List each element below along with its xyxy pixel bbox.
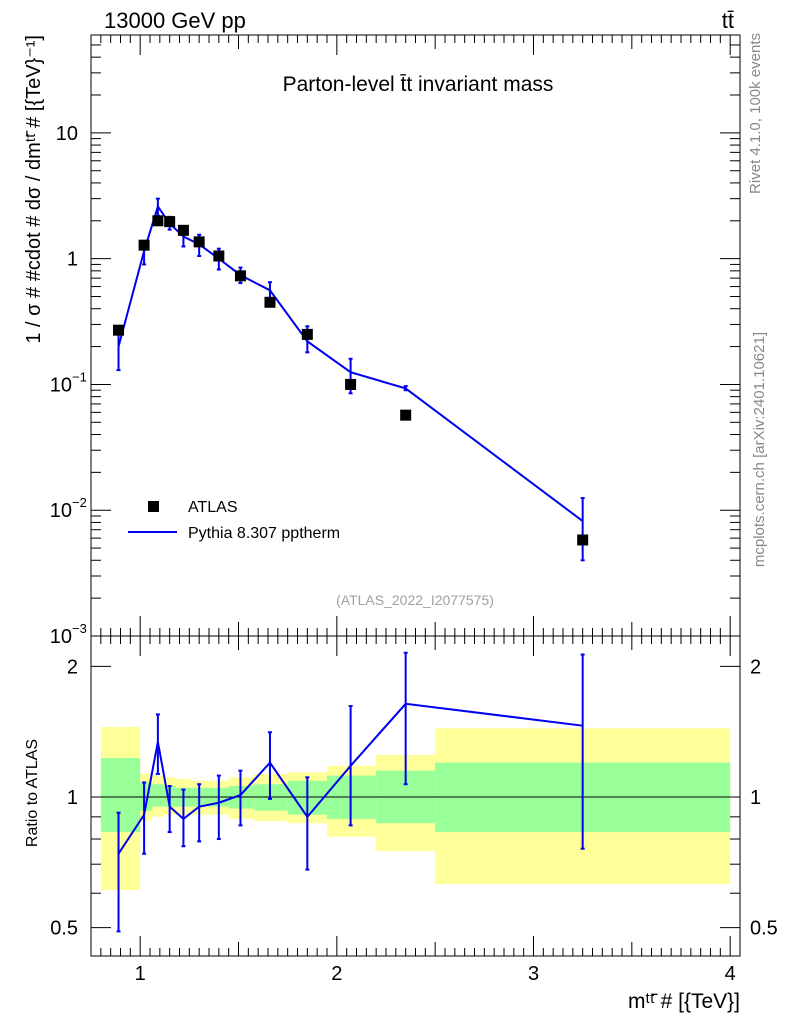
atlas-point xyxy=(400,409,412,421)
ratio-panel: 1 2 3 4 0.5 0.5 1 1 2 2 Ratio to ATLAS mᵗᵗ̄ # [{T… xyxy=(24,635,778,1013)
rivet-version-label: Rivet 4.1.0, 100k events xyxy=(747,33,764,194)
y-tick-label: 1 xyxy=(67,249,78,271)
y-tick-exponent: −3 xyxy=(72,621,87,636)
ratio-marks xyxy=(116,651,585,933)
ratio-band-inner xyxy=(100,757,141,833)
ratio-y-tick-label-right: 0.5 xyxy=(750,918,778,940)
main-marks xyxy=(113,197,589,562)
y-tick-label: 10 xyxy=(50,374,72,396)
legend-atlas-label: ATLAS xyxy=(188,499,238,516)
y-tick-label: 10 xyxy=(56,123,78,145)
ratio-ticks: 1 2 3 4 0.5 0.5 1 1 2 2 xyxy=(50,636,778,985)
atlas-point xyxy=(234,270,246,282)
y-tick-label: 10 xyxy=(50,500,72,522)
energy-label: 13000 GeV pp xyxy=(104,8,246,33)
ratio-y-tick-label-left: 2 xyxy=(67,656,78,678)
source-label: mcplots.cern.ch [arXiv:2401.10621] xyxy=(751,332,768,567)
main-y-axis-label: 1 / σ # #cdot # dσ / dmᵗᵗ̄ # [{TeV}⁻¹] xyxy=(23,35,45,344)
atlas-point xyxy=(177,224,189,236)
ratio-y-tick-label-right: 2 xyxy=(750,656,761,678)
ratio-y-axis-label: Ratio to ATLAS xyxy=(24,739,41,847)
atlas-point xyxy=(193,236,205,248)
atlas-point xyxy=(264,296,276,308)
main-title: Parton-level t̄t invariant mass xyxy=(283,73,554,96)
ratio-band-inner xyxy=(151,784,164,807)
ratio-y-tick-label-right: 1 xyxy=(750,787,761,809)
atlas-point xyxy=(113,324,125,336)
x-tick-label: 4 xyxy=(725,963,736,985)
x-tick-label: 1 xyxy=(135,963,146,985)
main-plot-frame xyxy=(90,34,741,637)
legend-pythia-label: Pythia 8.307 pptherm xyxy=(188,525,340,542)
y-tick-label: 10 xyxy=(50,626,72,648)
y-tick-exponent: −1 xyxy=(72,369,87,384)
atlas-point xyxy=(345,378,357,390)
atlas-point xyxy=(152,215,164,227)
x-tick-label: 2 xyxy=(331,963,342,985)
ratio-y-tick-label-left: 0.5 xyxy=(50,918,78,940)
x-axis-label: mᵗᵗ̄ # [{TeV}] xyxy=(628,990,740,1013)
atlas-point xyxy=(213,250,225,262)
atlas-point xyxy=(301,328,313,340)
atlas-point xyxy=(164,216,176,228)
y-tick-exponent: −2 xyxy=(72,495,87,510)
atlas-point xyxy=(138,239,150,251)
legend: ATLAS Pythia 8.307 pptherm xyxy=(128,499,340,542)
ratio-y-tick-label-left: 1 xyxy=(67,787,78,809)
x-tick-label: 3 xyxy=(528,963,539,985)
atlas-point xyxy=(577,534,589,546)
legend-atlas-marker xyxy=(148,501,159,512)
process-label: tt̄ xyxy=(722,8,734,33)
ref-id-label: (ATLAS_2022_I2077575) xyxy=(336,592,494,608)
